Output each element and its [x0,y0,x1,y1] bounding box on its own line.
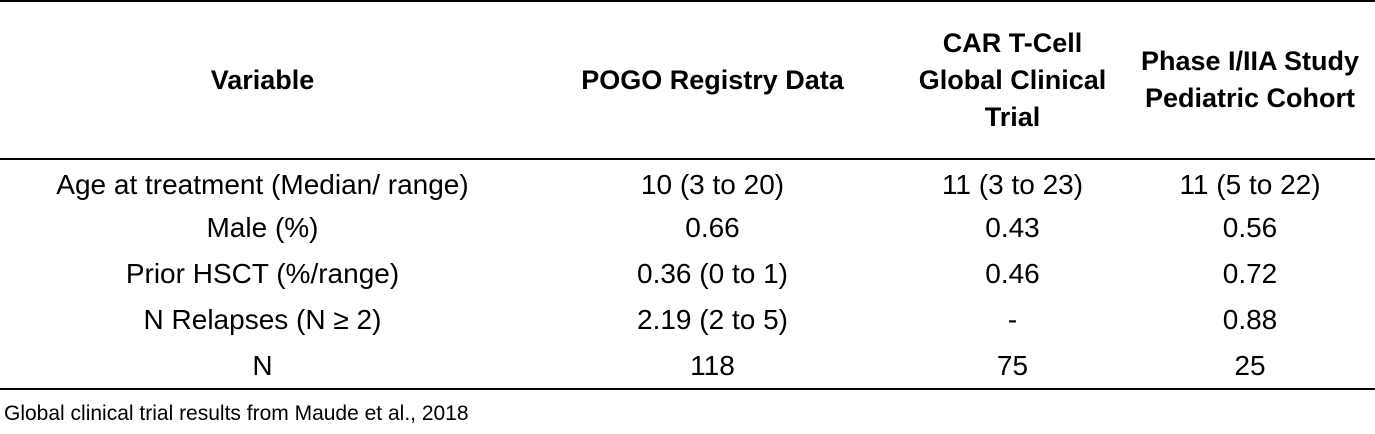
header-pogo-registry: POGO Registry Data [525,0,900,160]
table-row: Prior HSCT (%/range) 0.36 (0 to 1) 0.46 … [0,251,1375,297]
cell-variable: Prior HSCT (%/range) [125,258,400,289]
cell-phase: 25 [1125,343,1375,390]
cell-variable: N [0,343,525,390]
table-row: Male (%) 0.66 0.43 0.56 [0,205,1375,251]
comparison-table: Variable POGO Registry Data CAR T-Cell G… [0,0,1375,390]
cell-phase: 0.88 [1222,304,1278,335]
comparison-table-container: Variable POGO Registry Data CAR T-Cell G… [0,0,1375,390]
cell-pogo: 2.19 (2 to 5) [637,304,788,335]
table-header: Variable POGO Registry Data CAR T-Cell G… [0,0,1375,160]
cell-car-t: 75 [900,343,1125,390]
table-body: Age at treatment (Median/ range) 10 (3 t… [0,159,1375,390]
cell-car-t: - [1007,304,1018,335]
header-car-t-global-trial: CAR T-Cell Global Clinical Trial [900,0,1125,160]
cell-variable: Age at treatment (Median/ range) [56,168,469,200]
table-row: N Relapses (N ≥ 2) 2.19 (2 to 5) - 0.88 [0,297,1375,343]
table-row: N 118 75 25 [0,343,1375,390]
cell-pogo: 118 [525,343,900,390]
cell-phase: 11 (5 to 22) [1179,168,1321,200]
cell-phase: 0.72 [1222,258,1278,289]
cell-pogo: 10 (3 to 20) [640,168,785,200]
header-phase-study-pediatric: Phase I/IIA Study Pediatric Cohort [1125,0,1375,160]
cell-pogo: 0.36 (0 to 1) [637,258,788,289]
cell-variable: Male (%) [206,212,319,243]
header-row: Variable POGO Registry Data CAR T-Cell G… [0,0,1375,160]
header-variable: Variable [0,0,525,160]
cell-car-t: 0.43 [985,212,1040,243]
table-footnote: Global clinical trial results from Maude… [4,402,469,425]
cell-car-t: 0.46 [985,258,1040,289]
cell-car-t: 11 (3 to 23) [941,168,1084,200]
cell-variable: N Relapses (N ≥ 2) [143,304,382,335]
table-row: Age at treatment (Median/ range) 10 (3 t… [0,159,1375,205]
cell-pogo: 0.66 [685,212,740,243]
cell-phase: 0.56 [1222,212,1278,243]
